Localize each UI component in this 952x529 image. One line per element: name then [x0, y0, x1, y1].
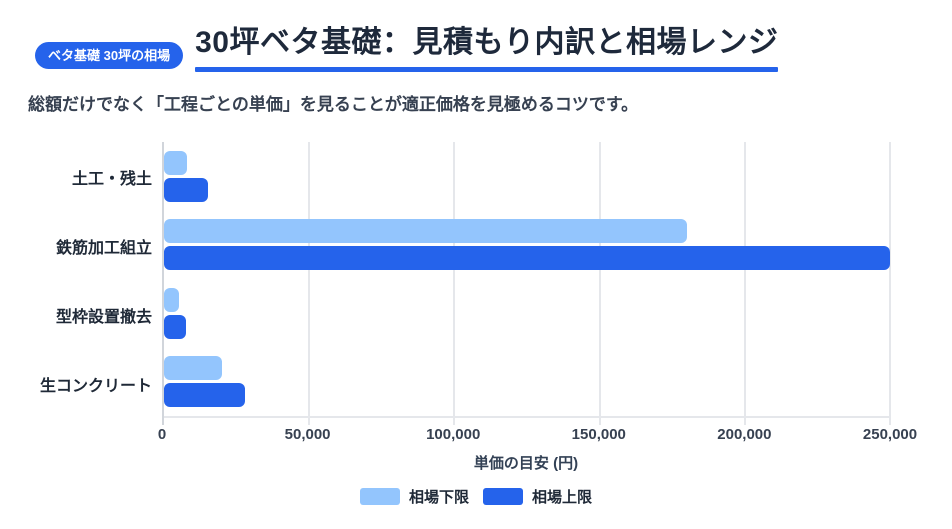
- bar-upper-limit: [164, 246, 890, 271]
- category-labels: 土工・残土鉄筋加工組立 型枠設置撤去生コンクリート: [27, 142, 152, 418]
- bar-lower-limit: [164, 287, 179, 312]
- bar-row: [164, 142, 890, 211]
- gridline: [889, 142, 891, 425]
- legend-item-lower: 相場下限: [359, 486, 469, 507]
- chart-body: 土工・残土鉄筋加工組立 型枠設置撤去生コンクリート: [27, 142, 891, 425]
- xtick-label: 100,000: [426, 426, 481, 443]
- gridline: [743, 142, 746, 425]
- bar-chart: 土工・残土鉄筋加工組立 型枠設置撤去生コンクリート 0 50,000 100,000 1…: [0, 142, 952, 507]
- legend-swatch: [483, 488, 523, 505]
- title-underline: [195, 66, 779, 72]
- category-label: 生コンクリート: [39, 377, 152, 395]
- bar-rows: [164, 142, 890, 416]
- gridline: [598, 142, 601, 425]
- gridline: [308, 142, 311, 425]
- xtick-label: 150,000: [571, 426, 626, 443]
- xtick-label: 200,000: [717, 426, 772, 443]
- bar-upper-limit: [164, 177, 208, 202]
- legend-label: 相場下限: [408, 489, 469, 506]
- title-block: 30坪ベタ基礎：見積もり内訳と相場レンジ: [195, 26, 779, 72]
- bar-upper-limit: [164, 383, 246, 408]
- bar-lower-limit: [164, 356, 223, 381]
- xtick-labels: 0 50,000 100,000 150,000 200,000 250,000: [158, 426, 917, 446]
- category-label: 土工・残土: [71, 170, 152, 188]
- xtick-label: 0: [157, 426, 167, 443]
- legend-item-upper: 相場上限: [483, 486, 592, 507]
- legend-label: 相場上限: [532, 489, 593, 506]
- xtick-label: 250,000: [862, 426, 918, 443]
- page-title: 30坪ベタ基礎：見積もり内訳と相場レンジ: [195, 26, 779, 59]
- bar-row: [164, 211, 890, 280]
- legend-swatch: [359, 488, 400, 505]
- category-label: 型枠設置撤去: [55, 308, 152, 326]
- bar-upper-limit: [164, 314, 186, 339]
- gridline: [453, 142, 456, 425]
- xtick-label: 50,000: [284, 426, 331, 443]
- bar-lower-limit: [164, 150, 188, 175]
- header: ベタ基礎 30坪の相場 30坪ベタ基礎：見積もり内訳と相場レンジ: [35, 26, 779, 72]
- bar-row: [164, 348, 890, 417]
- legend: 相場下限 相場上限: [0, 486, 952, 507]
- bar-row: [164, 279, 890, 348]
- axis-tick-zero: [162, 416, 164, 425]
- bar-lower-limit: [164, 219, 687, 244]
- x-axis-title: 単価の目安 (円): [473, 455, 579, 472]
- subtitle: 総額だけでなく「工程ごとの単価」を見ることが適正価格を見極めるコツです。: [28, 95, 639, 114]
- plot-area: [162, 142, 891, 425]
- category-label: 鉄筋加工組立: [55, 239, 152, 257]
- context-badge: ベタ基礎 30坪の相場: [35, 42, 184, 69]
